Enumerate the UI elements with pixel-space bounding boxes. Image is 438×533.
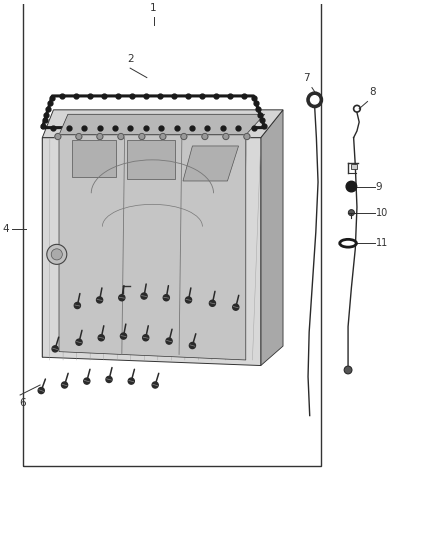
Text: 3: 3 bbox=[200, 127, 206, 138]
Circle shape bbox=[143, 335, 149, 341]
Polygon shape bbox=[59, 114, 265, 135]
Circle shape bbox=[97, 133, 103, 140]
Circle shape bbox=[348, 209, 354, 216]
Circle shape bbox=[119, 295, 125, 301]
Circle shape bbox=[181, 133, 187, 140]
Circle shape bbox=[152, 382, 158, 388]
Polygon shape bbox=[42, 138, 261, 366]
Circle shape bbox=[120, 333, 127, 339]
Circle shape bbox=[55, 133, 61, 140]
Circle shape bbox=[51, 249, 62, 260]
Polygon shape bbox=[42, 110, 283, 138]
Circle shape bbox=[160, 133, 166, 140]
Bar bbox=[351, 164, 357, 169]
Circle shape bbox=[202, 133, 208, 140]
Circle shape bbox=[96, 297, 102, 303]
Circle shape bbox=[118, 133, 124, 140]
Circle shape bbox=[106, 376, 112, 383]
Circle shape bbox=[128, 378, 134, 384]
Circle shape bbox=[344, 366, 352, 374]
Circle shape bbox=[76, 339, 82, 345]
Polygon shape bbox=[59, 135, 246, 360]
Text: 9: 9 bbox=[376, 182, 382, 191]
Circle shape bbox=[61, 382, 67, 388]
Circle shape bbox=[47, 244, 67, 264]
Text: 2: 2 bbox=[127, 54, 134, 64]
Text: 4: 4 bbox=[2, 224, 9, 235]
Text: 5: 5 bbox=[137, 272, 144, 282]
Text: 6: 6 bbox=[19, 398, 25, 408]
Circle shape bbox=[52, 346, 58, 352]
Circle shape bbox=[139, 133, 145, 140]
Circle shape bbox=[74, 302, 81, 309]
Circle shape bbox=[307, 92, 322, 108]
Polygon shape bbox=[72, 140, 116, 176]
Polygon shape bbox=[261, 110, 283, 366]
Circle shape bbox=[346, 181, 357, 192]
Circle shape bbox=[185, 297, 191, 303]
Circle shape bbox=[244, 133, 250, 140]
Circle shape bbox=[163, 295, 170, 301]
Text: 11: 11 bbox=[376, 238, 388, 248]
Text: 10: 10 bbox=[376, 208, 388, 217]
Text: 7: 7 bbox=[303, 73, 310, 83]
Circle shape bbox=[311, 95, 319, 104]
Bar bbox=[23, 0, 321, 466]
Circle shape bbox=[189, 343, 195, 349]
Circle shape bbox=[38, 387, 44, 393]
Circle shape bbox=[84, 378, 90, 384]
Polygon shape bbox=[183, 146, 239, 181]
Circle shape bbox=[98, 335, 104, 341]
Circle shape bbox=[223, 133, 229, 140]
Text: 6: 6 bbox=[209, 272, 216, 282]
Text: 8: 8 bbox=[369, 87, 376, 97]
Polygon shape bbox=[127, 140, 175, 179]
Circle shape bbox=[233, 304, 239, 310]
Circle shape bbox=[76, 133, 82, 140]
Circle shape bbox=[209, 300, 215, 306]
Circle shape bbox=[166, 338, 172, 344]
Text: 1: 1 bbox=[150, 3, 157, 13]
Circle shape bbox=[141, 293, 147, 299]
Polygon shape bbox=[42, 114, 70, 357]
